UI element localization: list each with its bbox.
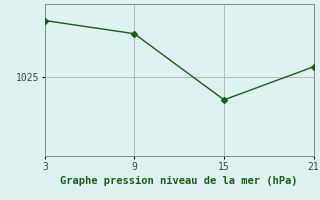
X-axis label: Graphe pression niveau de la mer (hPa): Graphe pression niveau de la mer (hPa) <box>60 176 298 186</box>
